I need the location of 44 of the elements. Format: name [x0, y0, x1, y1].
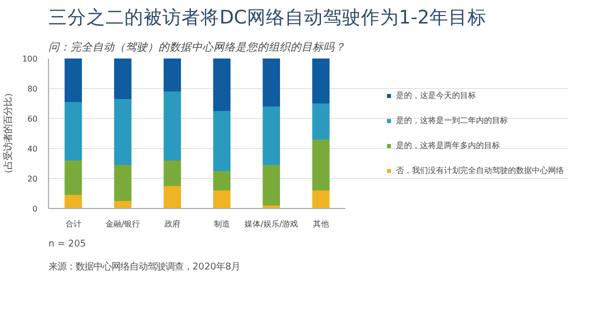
bar — [64, 102, 82, 160]
bar — [164, 92, 181, 160]
bar — [114, 201, 132, 208]
bar — [114, 99, 132, 165]
x-tick-label: 其他 — [312, 220, 329, 228]
legend-label: 是的，这是今天的目标 — [396, 90, 476, 101]
legend-label: 是的，这将是一到二年内的目标 — [396, 115, 508, 126]
bar — [64, 160, 82, 195]
bar — [64, 195, 82, 208]
bar — [114, 58, 132, 99]
chart-subtitle: 问：完全自动（驾驶）的数据中心网络是您的组织的目标吗？ — [48, 40, 346, 54]
bar — [114, 165, 132, 201]
bar — [213, 190, 230, 208]
bar — [164, 186, 181, 208]
bar — [312, 104, 330, 140]
legend-label: 是的，这将是两年多内的目标 — [396, 140, 500, 151]
bar — [64, 58, 82, 102]
y-tick-label: 80 — [27, 84, 38, 94]
y-axis-title: （占受访者的百分比） — [3, 88, 14, 178]
bar — [164, 58, 181, 92]
source-note: 来源：数据中心网络自动驾驶调查，2020年8月 — [48, 262, 240, 272]
y-tick-label: 100 — [22, 54, 38, 64]
y-tick-label: 60 — [27, 114, 38, 124]
y-tick-label: 40 — [27, 144, 38, 154]
bar — [262, 165, 280, 206]
x-tick-label: 合计 — [65, 220, 82, 228]
x-tick-label: 政府 — [164, 220, 180, 228]
bar — [262, 58, 280, 106]
bar — [164, 160, 181, 186]
x-tick-label: 媒体/娱乐/游戏 — [244, 220, 298, 228]
bar — [312, 140, 330, 190]
bar — [312, 190, 330, 208]
text: n = 205 — [48, 238, 86, 250]
y-tick-label: 20 — [27, 174, 38, 184]
bar — [213, 58, 230, 111]
bar — [213, 111, 230, 171]
chart-title: 三分之二的被访者将DC网络自动驾驶作为1-2年目标 — [48, 6, 486, 28]
bar — [262, 106, 280, 165]
x-tick-label: 金融/银行 — [105, 220, 140, 228]
bar — [213, 171, 230, 190]
y-tick-label: 0 — [32, 204, 38, 214]
bar — [312, 58, 330, 104]
legend-label: 否，我们没有计划完全自动驾驶的数据中心网络 — [396, 165, 564, 176]
x-tick-label: 制造 — [214, 220, 230, 228]
